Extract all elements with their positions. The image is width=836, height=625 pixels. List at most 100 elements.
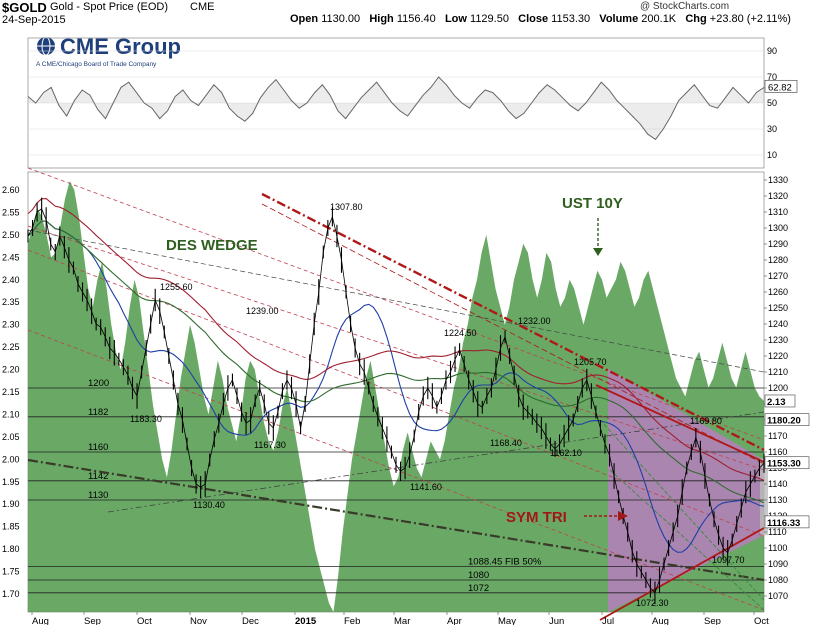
x-tick-label: Feb xyxy=(344,616,360,625)
close-value: 1153.30 xyxy=(551,13,591,25)
left-tick-label: 2.55 xyxy=(2,207,20,217)
level-label: 1182 xyxy=(88,407,108,418)
left-tick-label: 2.20 xyxy=(2,365,20,375)
sym-tri-label: SYM TRI xyxy=(506,509,567,526)
trendline xyxy=(609,469,765,611)
left-tick-label: 2.05 xyxy=(2,432,20,442)
price-annotation: 1072.30 xyxy=(636,598,669,608)
chart-date: 24-Sep-2015 xyxy=(2,14,66,26)
symbol: $GOLD xyxy=(2,0,47,15)
rsi-tick-label: 50 xyxy=(767,98,777,108)
x-tick-label: Aug xyxy=(652,616,669,625)
ma-red-marker-box xyxy=(764,413,810,426)
level-label: 1160 xyxy=(88,442,108,453)
right-tick-label: 1240 xyxy=(768,319,788,329)
cme-logo xyxy=(37,36,55,56)
level-label: 1080 xyxy=(468,570,489,581)
chg-label: Chg xyxy=(685,13,707,25)
ust-10y-label: UST 10Y xyxy=(562,195,623,212)
right-tick-label: 1300 xyxy=(768,223,788,233)
left-tick-label: 2.50 xyxy=(2,230,20,240)
left-tick-label: 2.25 xyxy=(2,342,20,352)
right-tick-label: 1280 xyxy=(768,255,788,265)
high-value: 1156.40 xyxy=(396,13,436,25)
ma-red-line xyxy=(27,198,765,481)
left-tick-label: 2.60 xyxy=(2,185,20,195)
price-annotation: 1141.60 xyxy=(410,482,442,492)
x-tick-label: Nov xyxy=(190,616,207,625)
apex-shade xyxy=(760,458,768,536)
right-tick-label: 1260 xyxy=(768,287,788,297)
ohlc-readout: Open 1130.00 High 1156.40 Low 1129.50 Cl… xyxy=(290,13,791,25)
ma-red-marker: 1180.20 xyxy=(767,416,801,427)
x-tick-label: May xyxy=(498,616,516,625)
right-tick-label: 1270 xyxy=(768,271,788,281)
right-tick-label: 1170 xyxy=(768,431,787,441)
level-label: 1142 xyxy=(88,471,108,482)
x-tick-label: Sep xyxy=(84,616,101,625)
low-label: Low xyxy=(444,13,467,25)
trendline xyxy=(107,411,765,513)
exchange: CME xyxy=(190,1,215,13)
price-annotation: 1167.30 xyxy=(254,440,286,450)
price-annotation: 1232.00 xyxy=(518,316,551,326)
price-annotation: 1205.70 xyxy=(574,357,607,367)
ust-arrow-head-icon xyxy=(593,248,603,256)
x-tick-label: Jun xyxy=(549,616,564,625)
right-tick-label: 1220 xyxy=(768,351,788,361)
level-label: 1088.45 FIB 50% xyxy=(468,556,542,567)
price-annotation: 1168.40 xyxy=(490,438,522,448)
instrument-name: Gold - Spot Price (EOD) xyxy=(50,1,168,13)
trendline xyxy=(599,527,765,621)
left-tick-label: 2.15 xyxy=(2,387,20,397)
price-annotation: 1307.80 xyxy=(330,202,363,212)
price-annotation: 1183.30 xyxy=(130,414,162,424)
rsi-tick-label: 10 xyxy=(767,150,777,160)
x-tick-label: Oct xyxy=(137,616,152,625)
right-tick-label: 1080 xyxy=(768,575,788,585)
level-label: 1072 xyxy=(468,583,489,594)
left-tick-label: 1.95 xyxy=(2,477,20,487)
rsi-tick-label: 90 xyxy=(767,46,777,56)
close-label: Close xyxy=(518,13,549,25)
trendline xyxy=(27,249,765,537)
level-label: 1200 xyxy=(88,378,109,389)
ma-blue-marker: 1116.33 xyxy=(767,518,800,529)
trendline xyxy=(595,384,765,463)
x-tick-label: Jul xyxy=(602,616,614,625)
yield-marker-box xyxy=(764,394,796,408)
trendline xyxy=(599,419,765,601)
price-line xyxy=(27,208,765,594)
right-tick-label: 1320 xyxy=(768,191,788,201)
rsi-last-box xyxy=(764,79,798,93)
right-tick-label: 1250 xyxy=(768,303,788,313)
x-tick-label: Oct xyxy=(754,616,769,625)
left-tick-label: 1.85 xyxy=(2,522,20,532)
right-tick-label: 1160 xyxy=(768,447,787,457)
trendline xyxy=(261,203,765,465)
rsi-area xyxy=(28,77,764,140)
price-annotation: 1162.10 xyxy=(550,448,582,458)
volume-label: Volume xyxy=(599,13,639,25)
ma-50-line xyxy=(27,220,765,553)
right-tick-label: 1290 xyxy=(768,239,788,249)
right-tick-label: 1110 xyxy=(768,527,787,537)
price-annotation: 1169.80 xyxy=(690,416,722,426)
left-tick-label: 1.75 xyxy=(2,567,20,577)
left-tick-label: 2.45 xyxy=(2,252,20,262)
x-tick-label: Dec xyxy=(242,616,259,625)
left-tick-label: 2.10 xyxy=(2,409,20,419)
x-tick-label: Apr xyxy=(447,616,462,625)
right-tick-label: 1090 xyxy=(768,559,788,569)
rsi-last-value: 62.82 xyxy=(768,82,792,93)
right-tick-label: 1230 xyxy=(768,335,788,345)
right-tick-label: 1200 xyxy=(768,383,788,393)
watermark: @ StockCharts.com xyxy=(640,1,730,12)
low-value: 1129.50 xyxy=(470,13,509,25)
rsi-tick-label: 30 xyxy=(767,124,777,134)
left-tick-label: 2.00 xyxy=(2,454,20,464)
volume-value: 200.1K xyxy=(641,13,677,25)
ust-10y-yield-area xyxy=(28,181,764,612)
trendline xyxy=(27,458,765,582)
